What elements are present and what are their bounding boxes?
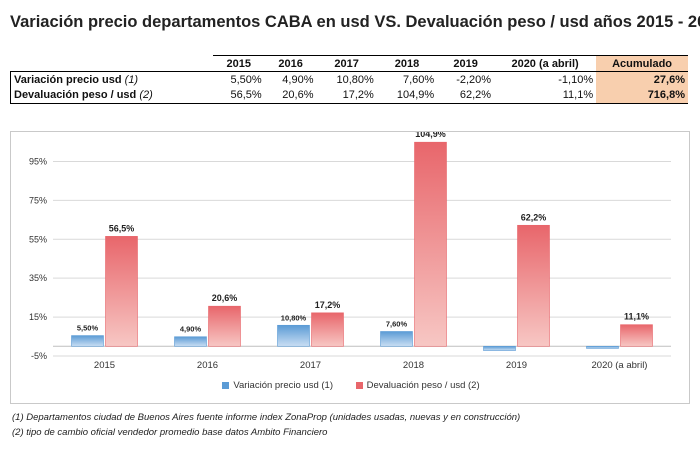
col-header: 2019	[437, 55, 495, 72]
table-cell: 17,2%	[316, 87, 377, 104]
data-label: 56,5%	[109, 223, 135, 233]
page-title: Variación precio departamentos CABA en u…	[10, 13, 700, 31]
chart-container: -5% 15% 35% 55% 75% 95% 5,50% 56,5% 2015 4,90% 20,…	[10, 131, 690, 404]
table-cell: 10,80%	[336, 73, 374, 86]
bar-devaluacion	[311, 312, 344, 347]
x-tick-label: 2016	[197, 360, 218, 371]
col-header: 2017	[316, 55, 377, 72]
legend-swatch-blue	[222, 381, 230, 389]
x-tick-label: 2018	[403, 360, 424, 371]
bar-devaluacion	[105, 236, 138, 347]
bar-variacion	[277, 324, 310, 347]
col-header: 2020 (a abril)	[494, 55, 597, 72]
col-header: 2018	[376, 55, 438, 72]
table-cell: 5,50%	[230, 73, 262, 86]
data-label: 11,1%	[624, 312, 649, 322]
col-header-accumulated: Acumulado	[596, 55, 688, 72]
bar-variacion	[380, 331, 413, 347]
x-tick-label: 2015	[94, 360, 115, 371]
data-label: 10,80%	[281, 313, 307, 322]
table-row: Variación precio usd (1) 5,50% 4,90% 10,…	[9, 71, 688, 88]
data-label: 7,60%	[386, 319, 408, 328]
legend-swatch-red	[355, 381, 363, 389]
footnote-2: (2) tipo de cambio oficial vendedor prom…	[12, 427, 328, 438]
bar-devaluacion	[517, 224, 550, 347]
table-row: Devaluación peso / usd (2) 56,5% 20,6% 1…	[9, 87, 688, 104]
table-cell: -2,20%	[456, 73, 492, 86]
bar-chart: -5% 15% 35% 55% 75% 95% 5,50% 56,5% 2015 4,90% 20,…	[29, 132, 671, 371]
data-label: 104,9%	[415, 132, 446, 139]
legend-label: Devaluación peso / usd (2)	[366, 380, 480, 391]
table-cell: 62,2%	[437, 87, 495, 104]
bar-variacion	[71, 335, 104, 347]
table-corner	[10, 55, 213, 72]
table-cell: 11,1%	[494, 87, 597, 104]
table-cell: 104,9%	[376, 87, 438, 104]
data-label: 20,6%	[212, 293, 238, 303]
row-label-text: Devaluación peso / usd	[14, 89, 137, 102]
x-tick-label: 2017	[300, 360, 321, 371]
bar-devaluacion	[208, 305, 241, 347]
table-cell: 7,60%	[402, 73, 435, 86]
summary-table: 2015 2016 2017 2018 2019 2020 (a abril) …	[9, 55, 688, 104]
bar-variacion	[174, 336, 207, 347]
accumulated-cell: 27,6%	[596, 71, 688, 88]
bar-variacion	[483, 345, 516, 351]
legend-item-variacion: Variación precio usd (1)	[222, 380, 333, 391]
bar-devaluacion	[414, 141, 447, 347]
footnotes: (1) Departamentos ciudad de Buenos Aires…	[12, 410, 692, 440]
chart-legend: Variación precio usd (1) Devaluación pes…	[11, 380, 691, 391]
bar-devaluacion	[620, 324, 653, 347]
col-header: 2015	[212, 55, 265, 72]
table-cell: 4,90%	[282, 73, 314, 86]
table-cell: 20,6%	[264, 87, 317, 104]
row-label: Variación precio usd (1)	[9, 71, 213, 88]
data-label: 62,2%	[521, 212, 547, 222]
y-tick-label: 55%	[29, 234, 47, 244]
footnote-1: (1) Departamentos ciudad de Buenos Aires…	[12, 412, 521, 423]
y-tick-label: 15%	[29, 312, 47, 322]
row-label-note: (1)	[124, 73, 139, 86]
data-label: 4,90%	[180, 325, 202, 334]
y-tick-label: -5%	[31, 351, 47, 361]
legend-item-devaluacion: Devaluación peso / usd (2)	[355, 380, 480, 391]
data-label: 5,50%	[77, 324, 99, 333]
y-tick-label: 75%	[29, 195, 47, 205]
col-header: 2016	[264, 55, 317, 72]
x-tick-label: 2020 (a abril)	[592, 360, 648, 371]
bar-variacion	[586, 345, 619, 349]
y-tick-label: 35%	[29, 273, 47, 283]
y-tick-label: 95%	[29, 156, 47, 166]
table-cell: 56,5%	[212, 87, 265, 104]
row-label-text: Variación precio usd	[14, 73, 122, 86]
table-cell: -1,10%	[558, 73, 594, 86]
legend-label: Variación precio usd (1)	[233, 380, 333, 391]
row-label-note: (2)	[139, 89, 153, 102]
row-label: Devaluación peso / usd (2)	[9, 87, 213, 104]
accumulated-cell: 716,8%	[596, 87, 688, 104]
x-tick-label: 2019	[506, 360, 527, 371]
table-header-row: 2015 2016 2017 2018 2019 2020 (a abril) …	[10, 55, 688, 72]
data-label: 17,2%	[315, 300, 341, 310]
